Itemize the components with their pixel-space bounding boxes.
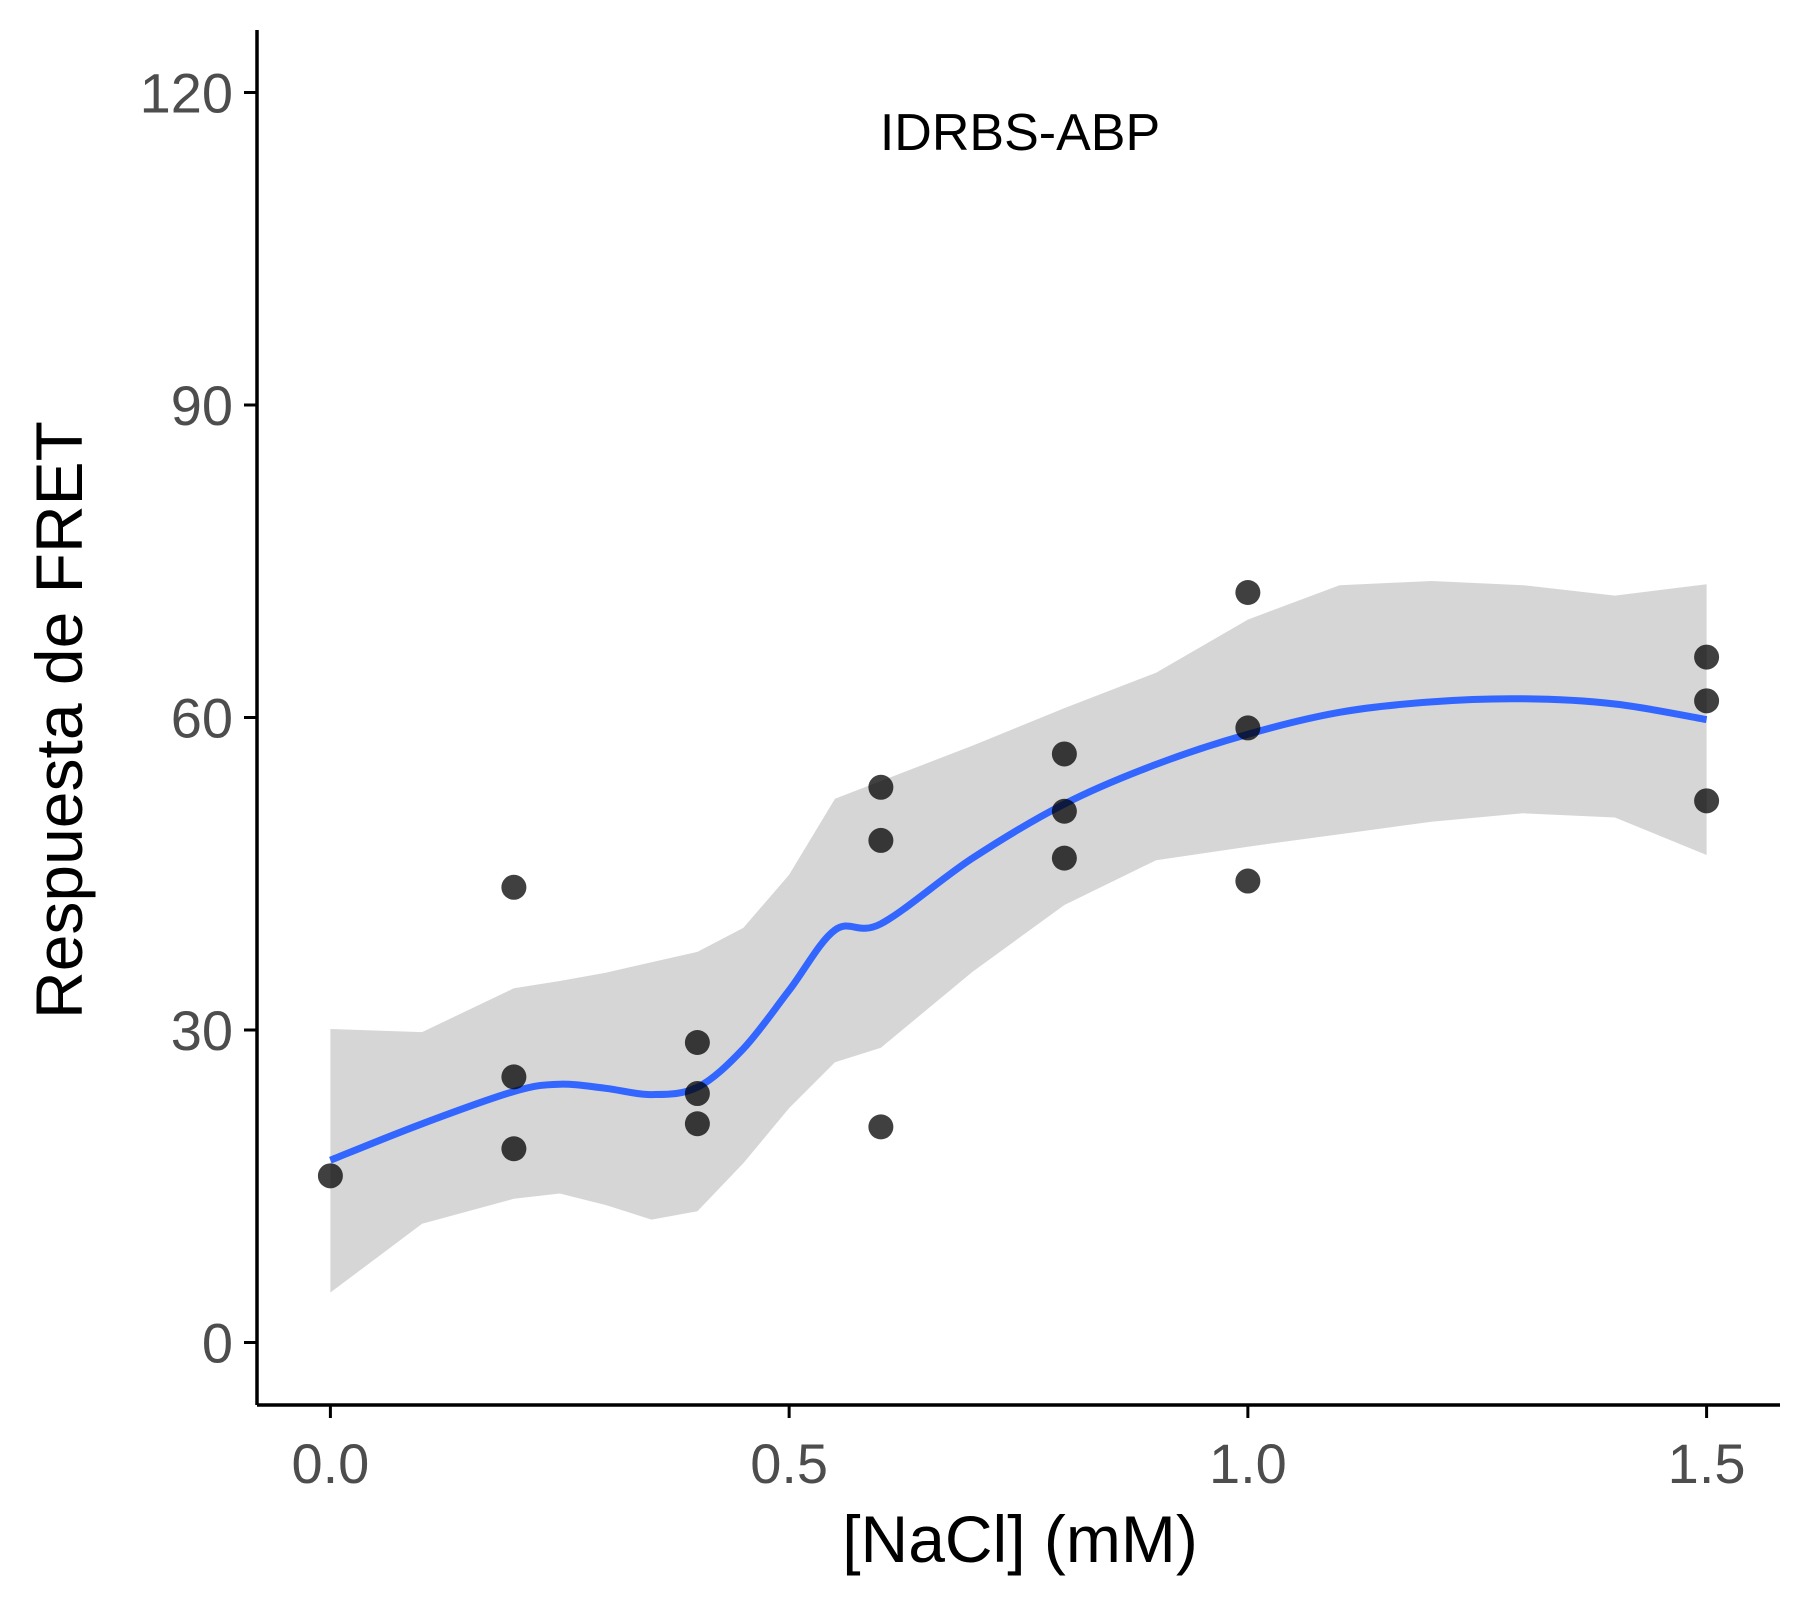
chart-annotation: IDRBS-ABP — [880, 104, 1160, 162]
data-point — [868, 1114, 894, 1140]
data-point — [501, 874, 527, 900]
confidence-band-layer — [330, 581, 1707, 1293]
x-axis-title: [NaCl] (mM) — [842, 1502, 1198, 1576]
data-points-layer — [317, 580, 1720, 1189]
data-point — [684, 1081, 710, 1107]
data-point — [501, 1136, 527, 1162]
axes-layer: 0.0 0.5 1.0 1.5 0 30 60 90 120 — [140, 30, 1780, 1495]
data-point — [1694, 688, 1720, 714]
y-axis-title: Respuesta de FRET — [22, 421, 96, 1019]
smooth-line — [329, 695, 1708, 1164]
data-point — [317, 1163, 343, 1189]
x-tick-label: 0.0 — [291, 1432, 369, 1495]
y-tick-label: 30 — [171, 999, 233, 1062]
x-tick-label: 1.0 — [1209, 1432, 1287, 1495]
x-tick-label: 0.5 — [750, 1432, 828, 1495]
data-point — [868, 774, 894, 800]
y-tick-label: 90 — [171, 374, 233, 437]
confidence-band — [330, 581, 1707, 1293]
y-tick-label: 0 — [202, 1312, 233, 1375]
data-point — [1694, 788, 1720, 814]
data-point — [1235, 580, 1261, 605]
data-point — [1051, 741, 1077, 767]
data-point — [501, 1064, 527, 1090]
data-point — [1235, 715, 1261, 741]
smooth-line-layer — [329, 695, 1708, 1164]
data-point — [1694, 644, 1720, 670]
y-tick-label: 120 — [140, 62, 233, 125]
data-point — [868, 827, 894, 853]
y-tick-label: 60 — [171, 687, 233, 750]
data-point — [1051, 845, 1077, 871]
data-point — [1235, 868, 1261, 894]
data-point — [1051, 798, 1077, 824]
data-point — [684, 1030, 710, 1055]
data-point — [684, 1111, 710, 1137]
x-tick-label: 1.5 — [1668, 1432, 1746, 1495]
